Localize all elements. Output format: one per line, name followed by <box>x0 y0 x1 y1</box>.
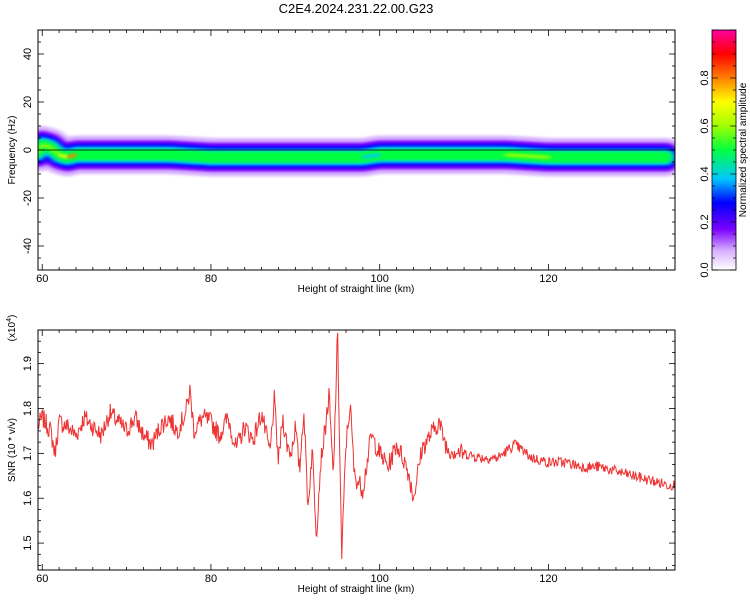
snr-x-tick-label: 100 <box>371 573 389 585</box>
colorbar-ticks: 0.0 0.2 0.4 0.6 0.8 <box>699 29 737 278</box>
snr-y-axis-title: SNR (10 * v/v) <box>7 418 18 482</box>
spectrogram-y-ticks: 40 20 0 -20 -40 <box>22 29 675 271</box>
snr-panel: 60 80 100 120 1.5 1.6 1.7 1.8 1.9 Height of str… <box>6 315 676 595</box>
spectrogram-y-tick-label: -20 <box>22 190 34 206</box>
spectrogram-core-segment <box>49 146 61 157</box>
snr-y-tick-label: 1.6 <box>22 491 34 506</box>
spectrogram-x-tick-label: 60 <box>36 273 48 285</box>
snr-series-line <box>38 332 675 559</box>
snr-y-tick-label: 1.7 <box>22 446 34 461</box>
spectrogram-x-axis-title: Height of straight line (km) <box>298 284 415 295</box>
colorbar-tick-label: 0.4 <box>699 166 711 181</box>
snr-x-axis-title: Height of straight line (km) <box>298 584 415 595</box>
snr-y-tick-label: 1.9 <box>22 356 34 371</box>
snr-y-tick-label: 1.8 <box>22 401 34 416</box>
spectrogram-panel: 60 80 100 120 40 20 0 -20 -40 Height of straigh… <box>7 29 676 295</box>
spectrogram-y-tick-label: 20 <box>22 96 34 108</box>
spectrogram-x-tick-label: 100 <box>371 273 389 285</box>
snr-x-tick-label: 120 <box>539 573 557 585</box>
figure-title: C2E4.2024.231.22.00.G23 <box>279 1 434 16</box>
spectrogram-core-segment <box>504 153 551 159</box>
snr-x-ticks: 60 80 100 120 <box>36 330 667 585</box>
snr-y-ticks: 1.5 1.6 1.7 1.8 1.9 <box>22 329 675 566</box>
colorbar-frame <box>711 29 737 271</box>
snr-x-tick-label: 80 <box>205 573 217 585</box>
spectrogram-y-tick-label: 40 <box>22 48 34 60</box>
spectrogram-ridge <box>38 125 675 177</box>
spectrogram-y-axis-title: Frequency (Hz) <box>7 116 18 185</box>
spectrogram-y-tick-label: -40 <box>22 238 34 254</box>
colorbar-tick-label: 0.2 <box>699 214 711 229</box>
colorbar-tick-label: 0.6 <box>699 118 711 133</box>
spectrogram-core-segment <box>361 153 382 159</box>
snr-frame <box>37 329 676 571</box>
spectrogram-x-ticks: 60 80 100 120 <box>36 30 667 285</box>
spectrogram-core-segment <box>167 153 213 159</box>
colorbar-tick-label: 0.0 <box>699 262 711 277</box>
colorbar-gradient <box>712 30 736 270</box>
colorbar: 0.0 0.2 0.4 0.6 0.8 Normalized spectral ampl… <box>699 29 749 278</box>
snr-y-tick-label: 1.5 <box>22 535 34 550</box>
snr-x-tick-label: 60 <box>36 573 48 585</box>
spectrogram-y-tick-label: 0 <box>22 147 34 153</box>
spectrogram-x-tick-label: 80 <box>205 273 217 285</box>
colorbar-tick-label: 0.8 <box>699 70 711 85</box>
snr-exponent-label: (x104) <box>6 315 18 342</box>
spectrogram-x-tick-label: 120 <box>539 273 557 285</box>
colorbar-title: Normalized spectral amplitude <box>738 82 749 217</box>
